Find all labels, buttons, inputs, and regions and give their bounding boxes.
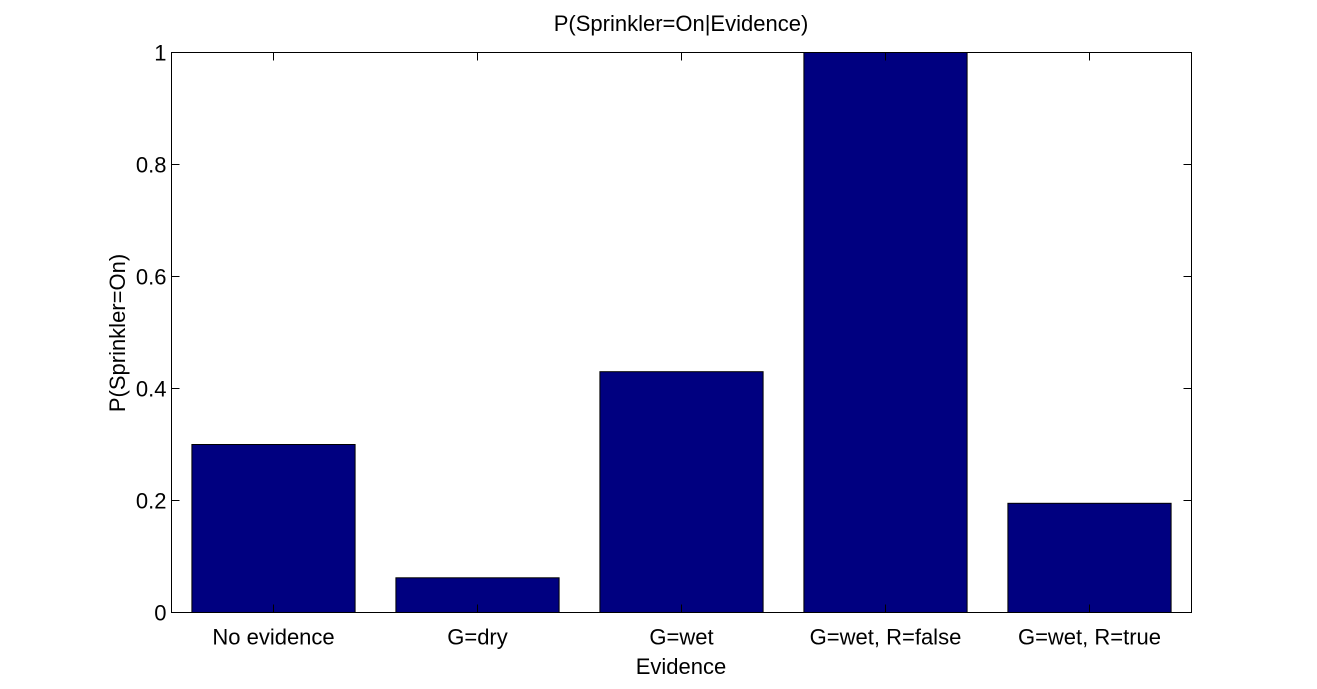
x-tick-label-2: G=wet bbox=[649, 625, 713, 650]
x-tick-label-1: G=dry bbox=[447, 625, 508, 650]
chart-title: P(Sprinkler=On|Evidence) bbox=[554, 11, 809, 36]
y-tick-label-1: 0.2 bbox=[136, 489, 167, 514]
y-tick-label-3: 0.6 bbox=[136, 265, 167, 290]
x-tick-label-3: G=wet, R=false bbox=[810, 625, 962, 650]
y-tick-label-4: 0.8 bbox=[136, 153, 167, 178]
x-tick-labels: No evidence G=dry G=wet G=wet, R=false G=wet… bbox=[212, 625, 1161, 650]
bar-2 bbox=[599, 371, 764, 614]
bar-0 bbox=[191, 444, 356, 613]
bar-4 bbox=[1007, 502, 1172, 613]
y-tick-label-2: 0.4 bbox=[136, 377, 167, 402]
y-tick-labels: 0 0.2 0.4 0.6 0.8 1 bbox=[136, 41, 167, 626]
x-tick-label-0: No evidence bbox=[212, 625, 334, 650]
bar-3 bbox=[803, 52, 968, 613]
x-tick-label-4: G=wet, R=true bbox=[1018, 625, 1161, 650]
y-axis-label: P(Sprinkler=On) bbox=[105, 254, 130, 412]
y-tick-label-0: 0 bbox=[154, 601, 166, 626]
y-tick-label-5: 1 bbox=[154, 41, 166, 66]
bars-layer bbox=[191, 52, 1172, 614]
x-axis-label: Evidence bbox=[636, 654, 727, 679]
plot-frame bbox=[171, 52, 1192, 613]
